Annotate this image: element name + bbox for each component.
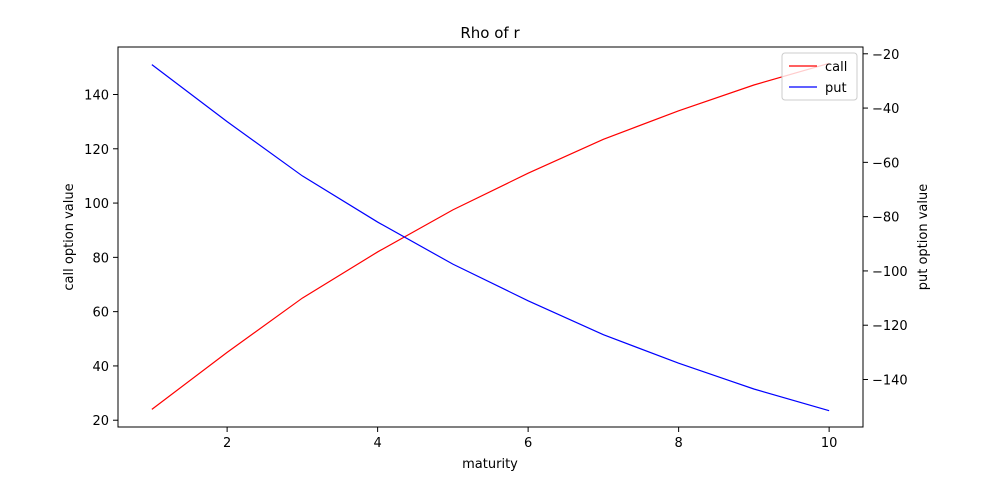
y-left-tick-label: 100 — [84, 197, 109, 212]
x-tick-label: 2 — [223, 436, 231, 451]
x-tick-label: 10 — [821, 436, 838, 451]
y-right-tick-label: −20 — [872, 48, 899, 63]
y-right-tick-label: −40 — [872, 102, 899, 117]
y-left-tick-label: 120 — [84, 143, 109, 158]
y-right-tick-label: −120 — [872, 319, 908, 334]
y-left-tick-label: 40 — [92, 360, 109, 375]
x-axis: 2 4 6 8 10 — [223, 427, 837, 451]
y-right-tick-label: −60 — [872, 156, 899, 171]
legend-box — [781, 52, 858, 101]
series-lines — [151, 62, 830, 412]
y-axis-left: 20 40 60 80 100 120 140 — [84, 89, 118, 429]
plot-frame — [117, 46, 864, 428]
y-left-tick-label: 80 — [92, 251, 109, 266]
y-right-tick-label: −140 — [872, 374, 908, 389]
series-line-call — [151, 62, 830, 410]
plot-area — [117, 46, 864, 428]
y-right-tick-label: −80 — [872, 211, 899, 226]
legend-label-put: put — [825, 81, 847, 96]
x-axis-label: maturity — [462, 457, 518, 472]
y-left-tick-label: 20 — [92, 414, 109, 429]
y-axis-right-label: put option value — [916, 184, 931, 290]
chart-title: Rho of r — [460, 24, 520, 42]
y-axis-left-label: call option value — [62, 183, 77, 290]
x-tick-label: 6 — [524, 436, 532, 451]
series-line-put — [151, 64, 830, 412]
y-left-tick-label: 140 — [84, 89, 109, 104]
x-tick-label: 4 — [373, 436, 381, 451]
y-right-tick-label: −100 — [872, 265, 908, 280]
y-left-tick-label: 60 — [92, 306, 109, 321]
legend-label-call: call — [825, 60, 847, 75]
legend: call put — [781, 52, 858, 101]
y-axis-right: −20 −40 −60 −80 −100 −120 −140 — [863, 48, 908, 389]
x-tick-label: 8 — [674, 436, 682, 451]
